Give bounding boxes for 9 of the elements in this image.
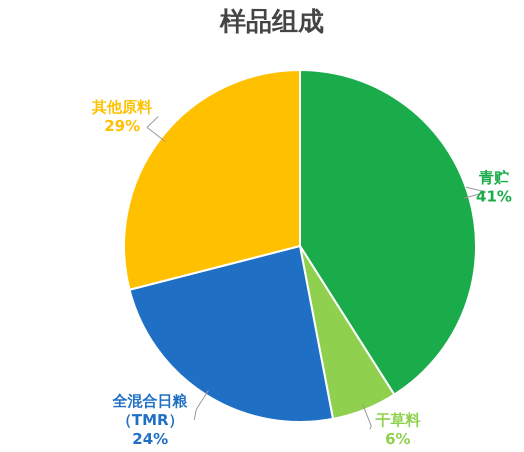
data-label: 41% — [476, 188, 512, 206]
data-label: 6% — [385, 430, 411, 448]
slice-label: 青贮 — [478, 168, 509, 187]
chart-title: 样品组成 — [219, 7, 324, 37]
slice-label: 其他原料 — [91, 98, 152, 116]
data-label: 24% — [132, 430, 168, 448]
slice-label: 干草料 — [374, 411, 420, 429]
slice-label: 全混合日粮（TMR） — [112, 392, 189, 429]
data-label: 29% — [104, 117, 140, 136]
